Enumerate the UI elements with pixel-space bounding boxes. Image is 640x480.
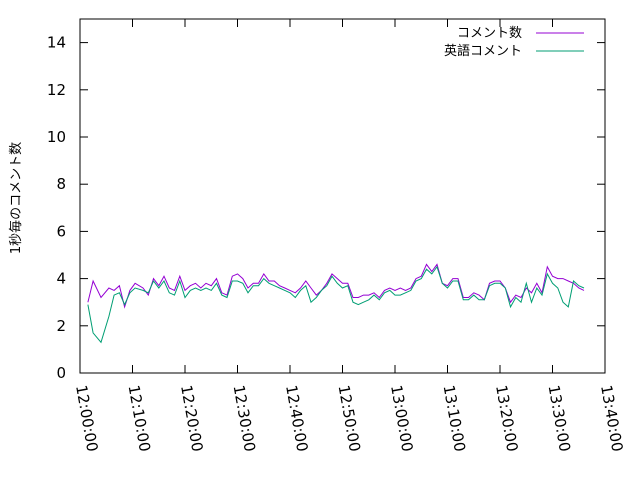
legend-label-2: 英語コメント xyxy=(444,43,522,59)
legend-label-1: コメント数 xyxy=(457,26,522,41)
ticks: 0 2 4 6 8 10 12 14 12:00:00 12:10:00 12:20:00 12:30… xyxy=(47,19,626,453)
x-tick-label: 13:10:00 xyxy=(440,384,469,453)
series-line-2 xyxy=(87,265,585,344)
x-tick-label: 12:10:00 xyxy=(125,384,154,453)
plot-border xyxy=(79,18,606,374)
axes xyxy=(79,18,606,374)
y-tick-label: 8 xyxy=(56,175,66,193)
y-axis-label: 1秒毎のコメント数 xyxy=(8,142,24,254)
x-tick-label: 13:40:00 xyxy=(597,384,626,453)
series-lines xyxy=(87,263,585,344)
x-tick-label: 12:00:00 xyxy=(72,384,101,453)
y-tick-label: 12 xyxy=(47,81,66,99)
y-tick-label: 0 xyxy=(56,364,66,382)
x-tick-label: 13:30:00 xyxy=(545,384,574,453)
y-tick-label: 6 xyxy=(56,222,66,240)
y-tick-label: 2 xyxy=(56,317,66,335)
y-tick-label: 14 xyxy=(47,34,66,52)
y-tick-label: 4 xyxy=(56,270,66,288)
series-line-1 xyxy=(87,263,585,309)
x-tick-label: 12:30:00 xyxy=(230,384,259,453)
y-tick-label: 10 xyxy=(47,128,66,146)
x-tick-label: 12:40:00 xyxy=(282,384,311,453)
x-tick-label: 13:20:00 xyxy=(492,384,521,453)
x-tick-label: 12:50:00 xyxy=(335,384,364,453)
x-tick-label: 13:00:00 xyxy=(387,384,416,453)
x-tick-label: 12:20:00 xyxy=(177,384,206,453)
